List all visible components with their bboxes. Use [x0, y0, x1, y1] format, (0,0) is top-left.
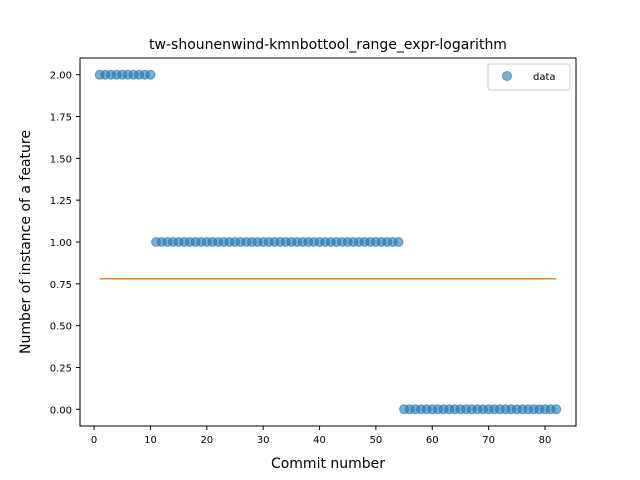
- x-tick-label: 20: [200, 435, 213, 446]
- data-point: [145, 69, 156, 80]
- x-tick-label: 10: [144, 435, 157, 446]
- data-point: [393, 237, 404, 247]
- legend-marker-data: [502, 71, 512, 81]
- y-tick-label: 0.00: [50, 405, 72, 416]
- y-tick-label: 1.75: [50, 113, 72, 124]
- x-axis-label: Commit number: [271, 456, 385, 472]
- x-tick-label: 80: [539, 435, 552, 446]
- y-tick-label: 0.75: [50, 280, 72, 291]
- legend-label-data: data: [533, 72, 556, 83]
- legend: data: [487, 63, 571, 91]
- data-point: [551, 404, 562, 415]
- legend-box: [487, 63, 571, 91]
- plot-marks: [94, 69, 562, 415]
- y-tick-label: 0.25: [50, 363, 72, 374]
- x-tick-label: 60: [426, 435, 439, 446]
- y-tick-label: 1.00: [50, 238, 72, 249]
- y-axis-label: Number of instance of a feature: [18, 130, 34, 354]
- y-tick-label: 2.00: [50, 71, 72, 82]
- x-tick-label: 30: [257, 435, 270, 446]
- x-axis: 0 10 20 30 40 50 60 70 80: [91, 426, 551, 446]
- y-tick-label: 1.25: [50, 196, 72, 207]
- x-tick-label: 40: [313, 435, 326, 446]
- x-tick-label: 0: [91, 435, 97, 446]
- x-tick-label: 70: [482, 435, 495, 446]
- y-axis: 0.00 0.25 0.50 0.75 1.00 1.25 1.50 1.75 2.00: [50, 71, 80, 416]
- x-tick-label: 50: [370, 435, 383, 446]
- chart-title: tw-shounenwind-kmnbottool_range_expr-log…: [149, 37, 507, 53]
- y-tick-label: 0.50: [50, 322, 72, 333]
- y-tick-label: 1.50: [50, 154, 72, 165]
